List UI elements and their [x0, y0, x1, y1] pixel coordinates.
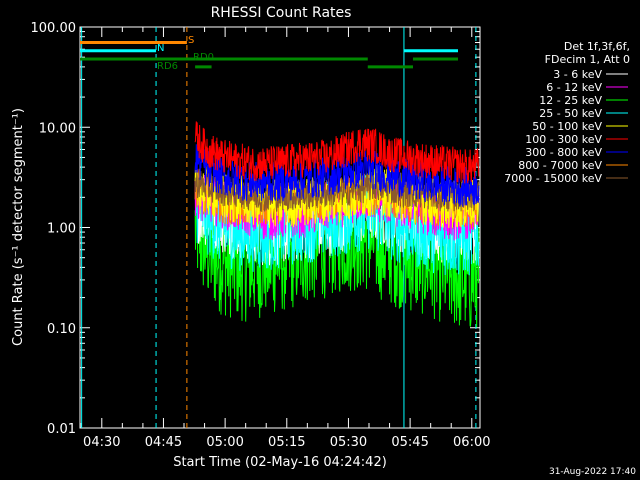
x-tick-label: 06:00 — [453, 435, 490, 450]
y-tick-label: 100.00 — [31, 21, 77, 36]
legend-label: 50 - 100 keV — [532, 120, 602, 133]
legend-label: 3 - 6 keV — [553, 68, 602, 81]
y-tick-label: 10.00 — [39, 121, 76, 136]
legend-label: 800 - 7000 keV — [518, 159, 602, 172]
x-tick-label: 05:15 — [268, 435, 305, 450]
status-flags: S N RD0 RD6 — [80, 35, 458, 72]
legend-header: Det 1f,3f,6f, — [564, 40, 630, 53]
status-bar-label: RD6 — [157, 61, 178, 72]
x-tick-label: 05:00 — [206, 435, 243, 450]
legend-label: 7000 - 15000 keV — [504, 172, 602, 185]
legend-label: 25 - 50 keV — [539, 107, 602, 120]
series-line — [194, 121, 480, 184]
x-axis-label: Start Time (02-May-16 04:24:42) — [173, 455, 387, 470]
x-tick-label: 05:30 — [330, 435, 367, 450]
generation-timestamp: 31-Aug-2022 17:40 — [549, 467, 636, 477]
y-tick-label: 0.01 — [47, 422, 76, 437]
legend-label: 12 - 25 keV — [539, 94, 602, 107]
x-tick-label: 04:30 — [83, 435, 120, 450]
legend-label: 300 - 800 keV — [525, 146, 602, 159]
y-axis: 0.01 0.10 1.00 10.00 100.00 — [31, 21, 480, 437]
x-tick-label: 05:45 — [391, 435, 428, 450]
x-tick-label: 04:45 — [145, 435, 182, 450]
status-bar-label: RD0 — [193, 52, 214, 63]
status-bar-label: S — [188, 35, 194, 46]
legend-label: 6 - 12 keV — [546, 81, 602, 94]
y-axis-label: Count Rate (s⁻¹ detector segment⁻¹) — [11, 108, 26, 346]
y-tick-label: 0.10 — [47, 322, 76, 337]
legend-header: FDecim 1, Att 0 — [545, 53, 630, 66]
series-traces — [194, 121, 480, 328]
y-tick-label: 1.00 — [47, 222, 76, 237]
chart-title: RHESSI Count Rates — [211, 5, 352, 21]
status-bar-label: N — [157, 43, 164, 54]
legend-label: 100 - 300 keV — [525, 133, 602, 146]
x-axis: 04:30 04:45 05:00 05:15 05:30 05:45 06:00 — [80, 27, 491, 450]
attenuator-lines — [81, 27, 477, 428]
